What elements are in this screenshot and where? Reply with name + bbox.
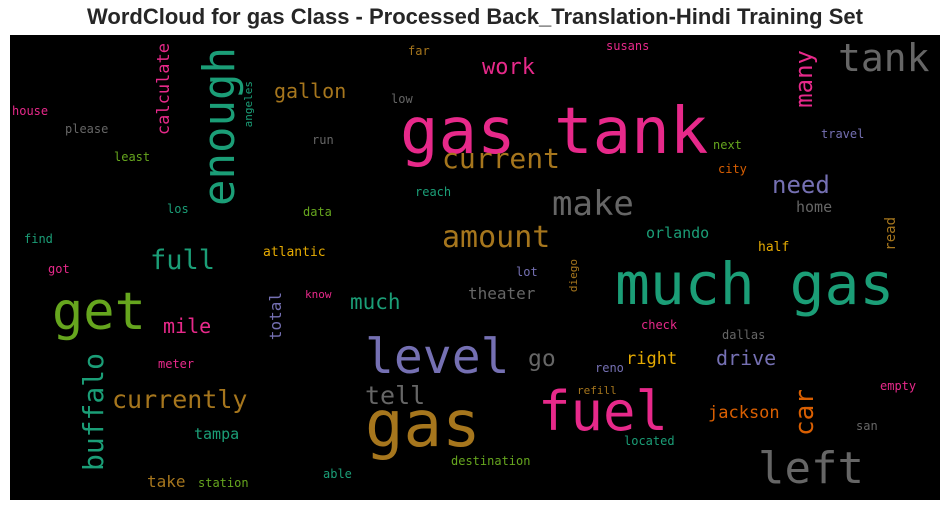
word-meter: meter xyxy=(158,357,195,371)
word-read: read xyxy=(883,217,899,251)
word-gallon: gallon xyxy=(274,79,347,103)
word-car: car xyxy=(790,389,820,436)
word-got: got xyxy=(48,262,70,276)
word-next: next xyxy=(713,138,742,152)
word-take: take xyxy=(147,472,186,491)
word-cloud: gas tank much gas gas fuel level get left enoug… xyxy=(10,35,940,500)
word-reach: reach xyxy=(415,185,452,199)
word-empty: empty xyxy=(880,379,917,393)
word-home: home xyxy=(796,198,833,216)
word-left: left xyxy=(758,443,864,494)
word-much: much xyxy=(350,290,401,314)
word-buffalo: buffalo xyxy=(77,353,110,472)
word-susans: susans xyxy=(606,39,650,53)
word-please: please xyxy=(65,122,109,136)
word-check: check xyxy=(641,318,678,332)
word-lot: lot xyxy=(516,265,538,279)
word-level: level xyxy=(365,329,510,385)
word-find: find xyxy=(24,232,53,246)
word-current: current xyxy=(442,142,561,175)
word-gas: gas xyxy=(365,388,481,462)
word-los: los xyxy=(167,202,189,216)
word-travel: travel xyxy=(821,127,865,141)
word-total: total xyxy=(266,292,285,341)
word-located: located xyxy=(624,434,675,448)
word-tell: tell xyxy=(365,381,426,410)
word-run: run xyxy=(312,133,334,147)
word-low: low xyxy=(391,92,413,106)
word-tank: tank xyxy=(838,36,930,80)
word-gas-tank: gas tank xyxy=(400,95,709,169)
word-much-gas: much gas xyxy=(615,250,895,318)
word-data: data xyxy=(303,205,332,219)
word-jackson: jackson xyxy=(708,403,780,423)
word-half: half xyxy=(758,240,790,255)
word-work: work xyxy=(482,55,535,80)
word-full: full xyxy=(150,245,216,276)
word-enough: enough xyxy=(194,47,245,206)
word-san: san xyxy=(856,419,878,433)
word-fuel: fuel xyxy=(538,380,669,443)
word-need: need xyxy=(772,171,830,199)
word-mile: mile xyxy=(163,314,212,338)
word-currently: currently xyxy=(112,385,248,414)
word-get: get xyxy=(52,282,146,342)
word-refill: refill xyxy=(577,384,617,397)
word-able: able xyxy=(323,467,352,481)
word-go: go xyxy=(528,346,556,372)
word-orlando: orlando xyxy=(646,224,710,242)
word-make: make xyxy=(552,184,634,224)
word-station: station xyxy=(198,476,249,490)
word-drive: drive xyxy=(716,346,777,370)
word-destination: destination xyxy=(451,454,531,468)
word-tampa: tampa xyxy=(194,425,240,443)
word-theater: theater xyxy=(468,284,536,303)
word-amount: amount xyxy=(442,220,551,255)
word-know: know xyxy=(305,288,332,301)
word-city: city xyxy=(718,162,747,176)
word-least: least xyxy=(114,150,151,164)
chart-title: WordCloud for gas Class - Processed Back… xyxy=(87,4,863,29)
word-many: many xyxy=(790,50,818,108)
word-reno: reno xyxy=(595,361,624,375)
word-calculate: calculate xyxy=(154,43,174,136)
word-dallas: dallas xyxy=(722,328,766,342)
word-atlantic: atlantic xyxy=(263,245,326,260)
word-far: far xyxy=(408,44,430,58)
word-house: house xyxy=(12,104,49,118)
word-diego: diego xyxy=(567,259,580,293)
word-right: right xyxy=(626,349,678,369)
word-angeles: angeles xyxy=(242,81,255,128)
